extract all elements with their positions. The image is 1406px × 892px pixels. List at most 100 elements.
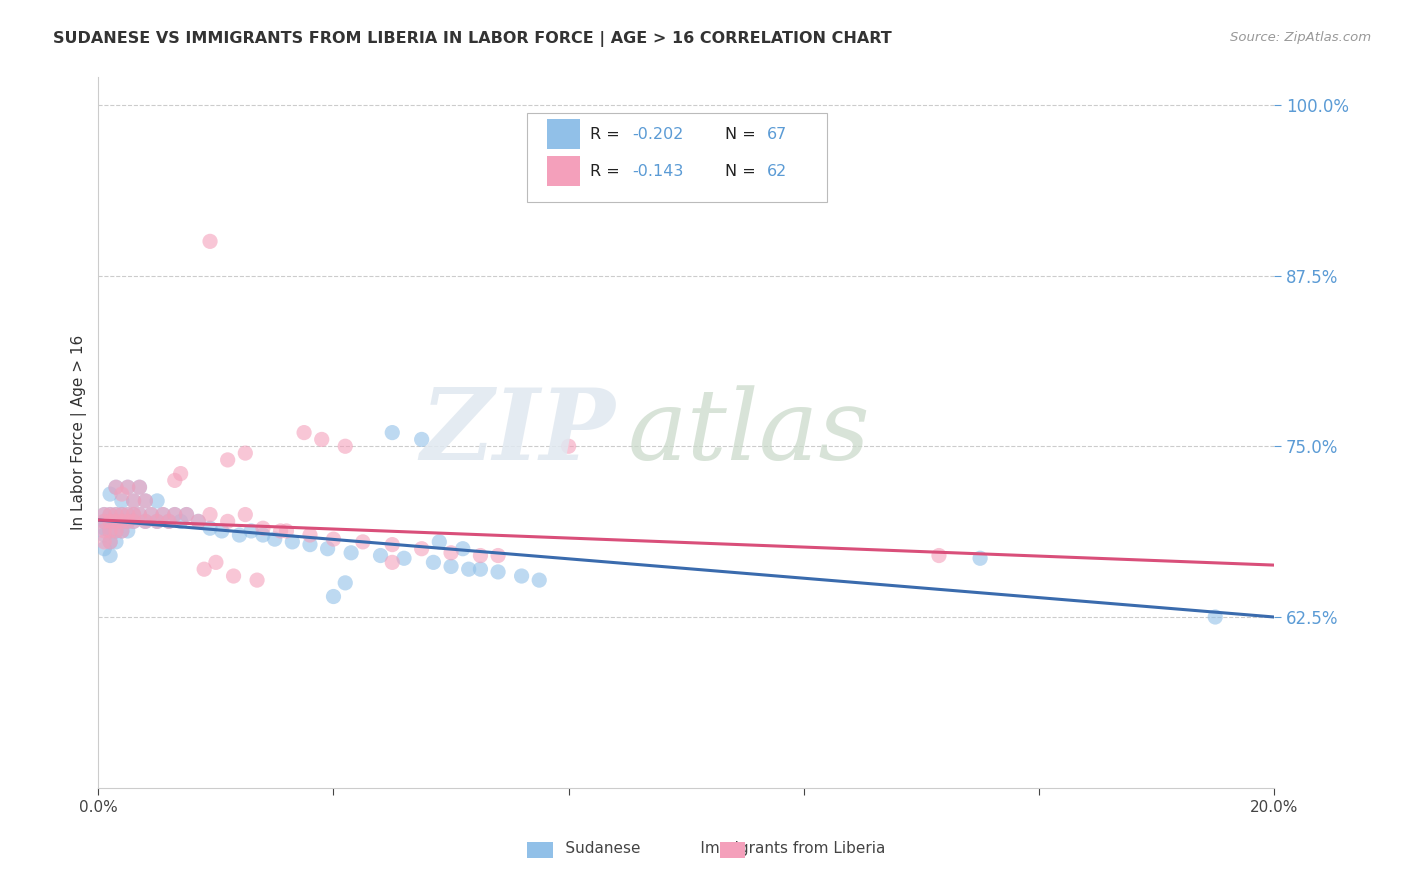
Point bbox=[128, 508, 150, 522]
Point bbox=[411, 433, 433, 447]
Point bbox=[240, 524, 263, 538]
Bar bbox=[547, 120, 581, 149]
Point bbox=[440, 546, 463, 560]
Point bbox=[122, 508, 145, 522]
Point bbox=[440, 559, 463, 574]
Point bbox=[529, 573, 551, 587]
Point bbox=[163, 508, 186, 522]
Point bbox=[104, 524, 127, 538]
Point bbox=[335, 439, 357, 453]
Point bbox=[422, 555, 444, 569]
Point bbox=[134, 494, 156, 508]
Point bbox=[111, 508, 134, 522]
Point bbox=[411, 541, 433, 556]
Point bbox=[470, 549, 492, 563]
Point bbox=[298, 528, 321, 542]
Point bbox=[381, 555, 404, 569]
Point bbox=[335, 575, 357, 590]
Point bbox=[211, 524, 233, 538]
Point bbox=[104, 508, 127, 522]
Point bbox=[98, 524, 121, 538]
Point bbox=[98, 508, 121, 522]
Point bbox=[486, 549, 509, 563]
Point bbox=[146, 515, 169, 529]
Point bbox=[1204, 610, 1226, 624]
Text: 67: 67 bbox=[768, 127, 787, 142]
Text: N =: N = bbox=[725, 163, 761, 178]
Point bbox=[104, 508, 127, 522]
Point bbox=[163, 508, 186, 522]
Text: -0.202: -0.202 bbox=[633, 127, 683, 142]
Point bbox=[93, 508, 115, 522]
Point bbox=[340, 546, 363, 560]
Point bbox=[104, 524, 127, 538]
Point bbox=[157, 515, 180, 529]
Point bbox=[298, 538, 321, 552]
Point bbox=[104, 480, 127, 494]
Point bbox=[117, 508, 139, 522]
Point bbox=[104, 515, 127, 529]
Point bbox=[134, 515, 156, 529]
Point bbox=[111, 508, 134, 522]
Point bbox=[93, 521, 115, 535]
Point bbox=[141, 508, 163, 522]
Point bbox=[122, 508, 145, 522]
Point bbox=[111, 487, 134, 501]
Text: ZIP: ZIP bbox=[420, 384, 616, 481]
Point bbox=[427, 534, 450, 549]
Point bbox=[198, 235, 221, 249]
Point bbox=[276, 524, 298, 538]
Point bbox=[111, 515, 134, 529]
Point bbox=[252, 521, 274, 535]
Point bbox=[122, 494, 145, 508]
Point bbox=[451, 541, 474, 556]
Point bbox=[222, 569, 245, 583]
Point bbox=[292, 425, 315, 440]
Point bbox=[228, 528, 250, 542]
Point bbox=[111, 515, 134, 529]
Point bbox=[311, 433, 333, 447]
Text: R =: R = bbox=[589, 127, 624, 142]
Point bbox=[93, 508, 115, 522]
Point bbox=[352, 534, 374, 549]
Bar bbox=[547, 156, 581, 186]
Bar bbox=[527, 842, 553, 858]
Point bbox=[246, 573, 269, 587]
Point bbox=[169, 515, 191, 529]
Point bbox=[557, 439, 579, 453]
Point bbox=[111, 524, 134, 538]
Point bbox=[370, 549, 392, 563]
Point bbox=[93, 541, 115, 556]
FancyBboxPatch shape bbox=[527, 113, 827, 202]
Point bbox=[134, 515, 156, 529]
Text: N =: N = bbox=[725, 127, 761, 142]
Point bbox=[128, 480, 150, 494]
Point bbox=[163, 474, 186, 488]
Point bbox=[270, 524, 292, 538]
Point bbox=[152, 508, 174, 522]
Point bbox=[322, 532, 344, 546]
Point bbox=[928, 549, 950, 563]
Point bbox=[117, 524, 139, 538]
Point bbox=[98, 549, 121, 563]
Point bbox=[141, 508, 163, 522]
Point bbox=[98, 515, 121, 529]
Text: atlas: atlas bbox=[627, 385, 870, 480]
Point bbox=[117, 515, 139, 529]
Point bbox=[187, 515, 209, 529]
Point bbox=[98, 487, 121, 501]
Text: SUDANESE VS IMMIGRANTS FROM LIBERIA IN LABOR FORCE | AGE > 16 CORRELATION CHART: SUDANESE VS IMMIGRANTS FROM LIBERIA IN L… bbox=[53, 31, 893, 47]
Point bbox=[252, 528, 274, 542]
Point bbox=[122, 494, 145, 508]
Bar bbox=[720, 842, 745, 858]
Point bbox=[322, 590, 344, 604]
Text: Immigrants from Liberia: Immigrants from Liberia bbox=[676, 841, 884, 856]
Y-axis label: In Labor Force | Age > 16: In Labor Force | Age > 16 bbox=[72, 335, 87, 530]
Point bbox=[157, 515, 180, 529]
Point bbox=[316, 541, 339, 556]
Point bbox=[128, 508, 150, 522]
Point bbox=[193, 562, 215, 576]
Point bbox=[233, 508, 256, 522]
Point bbox=[381, 425, 404, 440]
Point bbox=[93, 534, 115, 549]
